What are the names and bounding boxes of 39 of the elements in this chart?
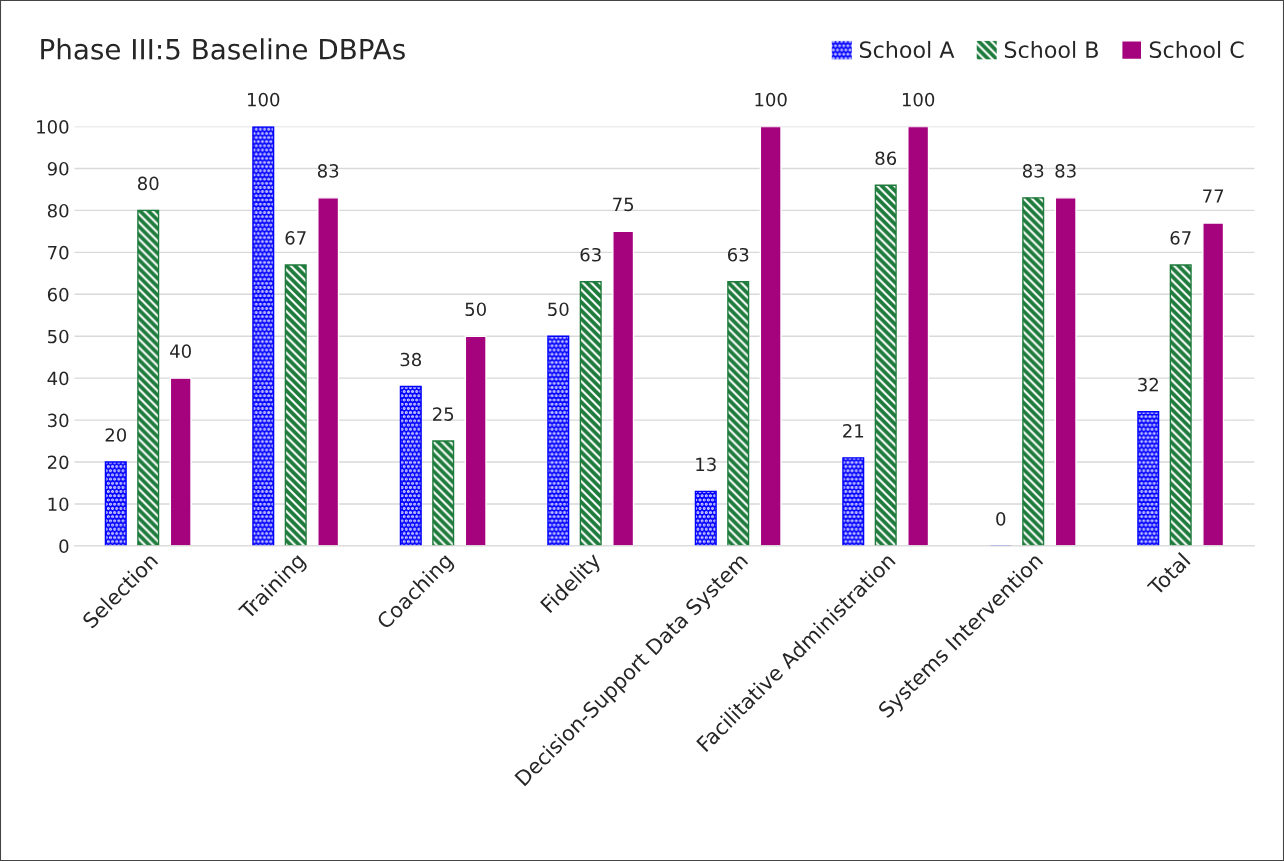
data-label: 67 xyxy=(285,231,306,245)
y-tick-label: 60 xyxy=(47,287,69,302)
data-label: 13 xyxy=(696,457,716,472)
data-label: 83 xyxy=(1022,164,1044,178)
data-label: 77 xyxy=(1203,189,1224,203)
data-label: 63 xyxy=(580,247,601,262)
legend-label: School C xyxy=(1149,40,1244,59)
y-tick-label: 10 xyxy=(48,497,69,512)
data-label: 75 xyxy=(613,197,634,212)
data-label: 38 xyxy=(400,352,422,367)
y-tick-label: 20 xyxy=(47,455,69,470)
data-label: 83 xyxy=(1055,164,1076,178)
y-tick-label: 90 xyxy=(47,161,69,176)
legend-label: School A xyxy=(859,40,955,59)
data-label: 63 xyxy=(727,247,749,262)
data-label: 25 xyxy=(433,407,454,421)
y-tick-label: 70 xyxy=(48,245,69,260)
legend-label: School B xyxy=(1004,40,1098,59)
y-tick-label: 100 xyxy=(37,120,69,134)
y-tick-label: 50 xyxy=(48,329,69,344)
data-label: 100 xyxy=(248,92,280,107)
data-label: 83 xyxy=(317,164,339,178)
y-tick-label: 0 xyxy=(59,539,69,553)
data-label: 50 xyxy=(548,302,569,317)
y-tick-label: 40 xyxy=(47,371,69,386)
data-label: 40 xyxy=(170,344,191,358)
data-label: 80 xyxy=(137,176,159,191)
data-label: 20 xyxy=(105,428,127,442)
data-label: 32 xyxy=(1138,377,1158,392)
data-label: 21 xyxy=(843,424,864,438)
data-label: 67 xyxy=(1170,231,1191,245)
y-tick-label: 80 xyxy=(47,203,69,218)
data-label: 100 xyxy=(755,92,787,107)
chart-title: Phase III:5 Baseline DBPAs xyxy=(41,38,405,60)
y-tick-label: 30 xyxy=(48,413,69,428)
data-label: 86 xyxy=(875,151,897,166)
data-label: 0 xyxy=(996,512,1006,526)
data-label: 100 xyxy=(902,92,935,107)
data-label: 50 xyxy=(465,302,486,317)
